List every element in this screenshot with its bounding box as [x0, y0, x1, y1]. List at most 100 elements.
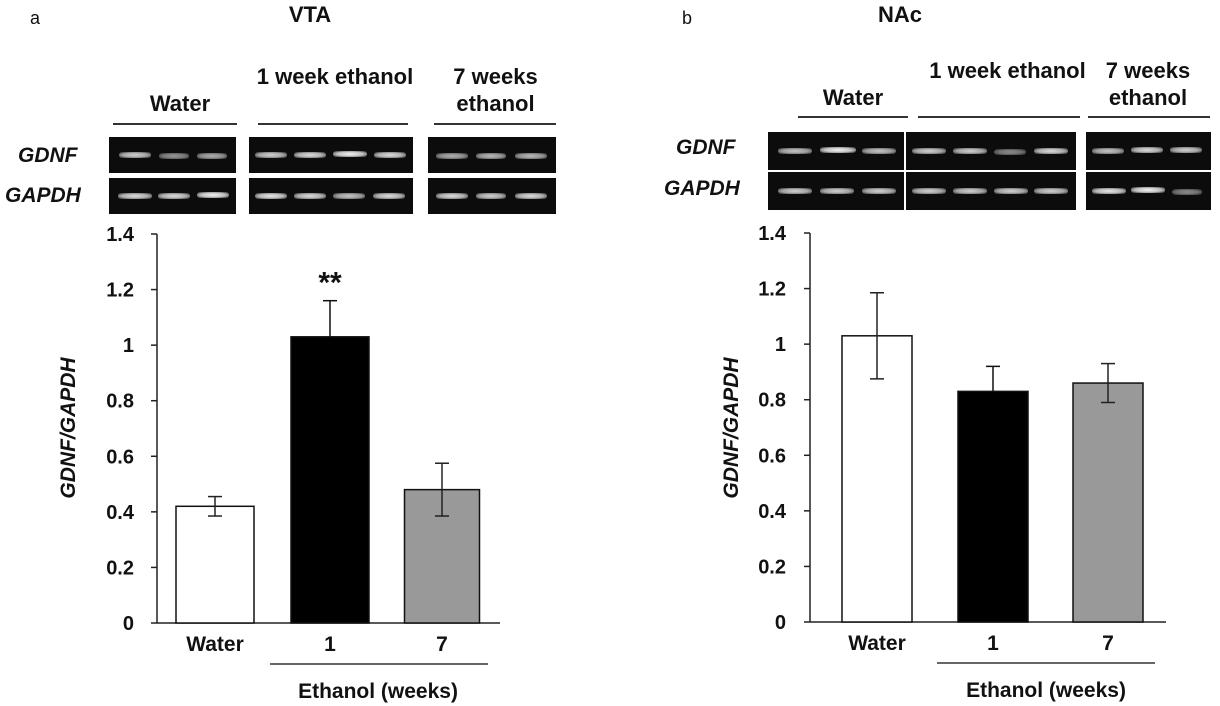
gel-group-label-7weeks: 7 weeks ethanol: [453, 64, 538, 116]
gel-band: [1170, 147, 1202, 153]
gel-image-gapdh-7weeks: [428, 178, 556, 214]
gel-row-label-gapdh: GAPDH: [664, 177, 740, 200]
y-tick-label: 0: [775, 612, 786, 634]
gel-image-gapdh-1week: [906, 172, 1076, 210]
gel-band: [158, 193, 190, 199]
x-tick-label: 7: [436, 633, 448, 656]
panel-vta: a VTA Water 1 week ethanol 7 weeks ethan…: [5, 2, 556, 703]
gel-band: [197, 192, 229, 198]
bar-water: [841, 335, 913, 623]
gel-group-label-7weeks: 7 weeks ethanol: [1105, 58, 1191, 110]
y-tick-label: 0.8: [106, 391, 134, 413]
plot-area: 0 0.2 0.4 0.6 0.8 1 1.2 1.4 GDNF/GAPDH Water 1 ** 7 E…: [57, 224, 500, 703]
x-axis-label: Ethanol (weeks): [966, 679, 1126, 702]
y-axis-label: GDNF/GAPDH: [57, 357, 80, 499]
gel-band: [778, 148, 812, 154]
y-tick-label: 1: [775, 334, 786, 356]
gel-row-label-gdnf: GDNF: [18, 144, 78, 167]
gel-band: [778, 188, 812, 194]
gel-band: [820, 188, 854, 194]
y-tick-label: 0: [123, 613, 134, 635]
gel-band: [159, 153, 189, 159]
gel-band: [436, 193, 468, 199]
bar-chart-nac: 0 0.2 0.4 0.6 0.8 1 1.2 1.4 GDNF/GAPDH Water 1 7 Eth…: [720, 223, 1166, 702]
gel-band: [1131, 187, 1165, 193]
panel-letter: a: [30, 8, 41, 28]
gel-band: [1034, 148, 1068, 154]
panel-title: NAc: [877, 2, 922, 27]
gel-band: [994, 188, 1028, 194]
x-tick-label: 1: [987, 632, 999, 655]
gel-band: [333, 151, 367, 157]
gel-band: [1092, 148, 1124, 154]
gel-group-line-1week: [918, 116, 1080, 118]
gel-image-gapdh-water: [768, 172, 904, 210]
plot-area: 0 0.2 0.4 0.6 0.8 1 1.2 1.4 GDNF/GAPDH Water 1 7 Eth…: [720, 223, 1166, 702]
x-axis-label: Ethanol (weeks): [298, 680, 458, 703]
y-tick-label: 0.2: [106, 557, 134, 579]
gel-group-label-1week: 1 week ethanol: [929, 58, 1086, 83]
gel-group-label-1week: 1 week ethanol: [256, 64, 414, 89]
x-tick-label: 7: [1102, 632, 1114, 655]
gel-image-gdnf-7weeks: [1086, 132, 1211, 170]
gel-band: [953, 148, 987, 154]
gel-band: [119, 152, 151, 158]
gel-band: [333, 193, 365, 199]
gel-image-gdnf-1week: [906, 132, 1076, 170]
gel-image-gdnf-1week: [249, 137, 413, 173]
gel-band: [862, 148, 896, 154]
gel-image-gapdh-7weeks: [1086, 172, 1211, 210]
y-tick-label: 1.4: [758, 223, 787, 245]
gel-band: [294, 193, 326, 199]
gel-band: [994, 149, 1026, 155]
gel-band: [515, 193, 547, 199]
gel-group-line-7weeks: [1088, 116, 1210, 118]
gel-band: [912, 188, 946, 194]
bar-water: [175, 505, 255, 624]
gel-band: [374, 152, 406, 158]
gel-image-gdnf-water: [768, 132, 904, 170]
gel-group-line-1week: [258, 123, 408, 125]
gel-band: [197, 153, 227, 159]
gel-image-gapdh-water: [109, 178, 236, 214]
y-tick-label: 1.2: [106, 280, 134, 302]
gel-band: [476, 193, 506, 199]
gel-band: [862, 188, 896, 194]
panel-title: VTA: [288, 2, 332, 27]
y-tick-label: 0.4: [106, 502, 135, 524]
gel-group-line-water: [113, 123, 237, 125]
gel-band: [436, 153, 468, 159]
gel-group-label-water: Water: [149, 91, 211, 116]
gel-band: [1131, 147, 1163, 153]
bar-ethanol-1-weeks: [957, 390, 1029, 623]
gel-band: [294, 152, 326, 158]
x-tick-label: Water: [186, 633, 244, 656]
gel-band: [1034, 188, 1068, 194]
gel-band: [373, 193, 405, 199]
gel-image-gdnf-water: [109, 137, 236, 173]
y-axis-label: GDNF/GAPDH: [720, 357, 743, 499]
y-tick-label: 0.4: [758, 501, 787, 523]
gel-row-label-gdnf: GDNF: [676, 136, 736, 159]
gel-band: [255, 193, 287, 199]
gel-band: [255, 152, 287, 158]
y-tick-label: 1.4: [106, 224, 135, 246]
gel-group-label-water: Water: [822, 85, 884, 110]
gel-band: [118, 193, 152, 199]
significance-marker: **: [318, 267, 342, 300]
gel-row-label-gapdh: GAPDH: [5, 184, 81, 207]
x-tick-label: 1: [324, 633, 336, 656]
gel-band: [476, 153, 506, 159]
gel-band: [1172, 189, 1202, 195]
panel-letter: b: [682, 8, 693, 28]
y-tick-label: 1: [123, 335, 134, 357]
y-tick-label: 0.8: [758, 390, 786, 412]
bar-ethanol-1-weeks: [290, 336, 370, 624]
gel-group-line-water: [798, 116, 908, 118]
gel-group-line-7weeks: [434, 123, 556, 125]
bar-chart-vta: 0 0.2 0.4 0.6 0.8 1 1.2 1.4 GDNF/GAPDH Water 1 ** 7 E…: [57, 224, 500, 703]
panel-nac: b NAc Water 1 week ethanol 7 weeks ethan…: [610, 0, 1220, 706]
bar-ethanol-7-weeks: [1072, 382, 1144, 623]
gel-band: [953, 188, 987, 194]
gel-band: [515, 153, 547, 159]
